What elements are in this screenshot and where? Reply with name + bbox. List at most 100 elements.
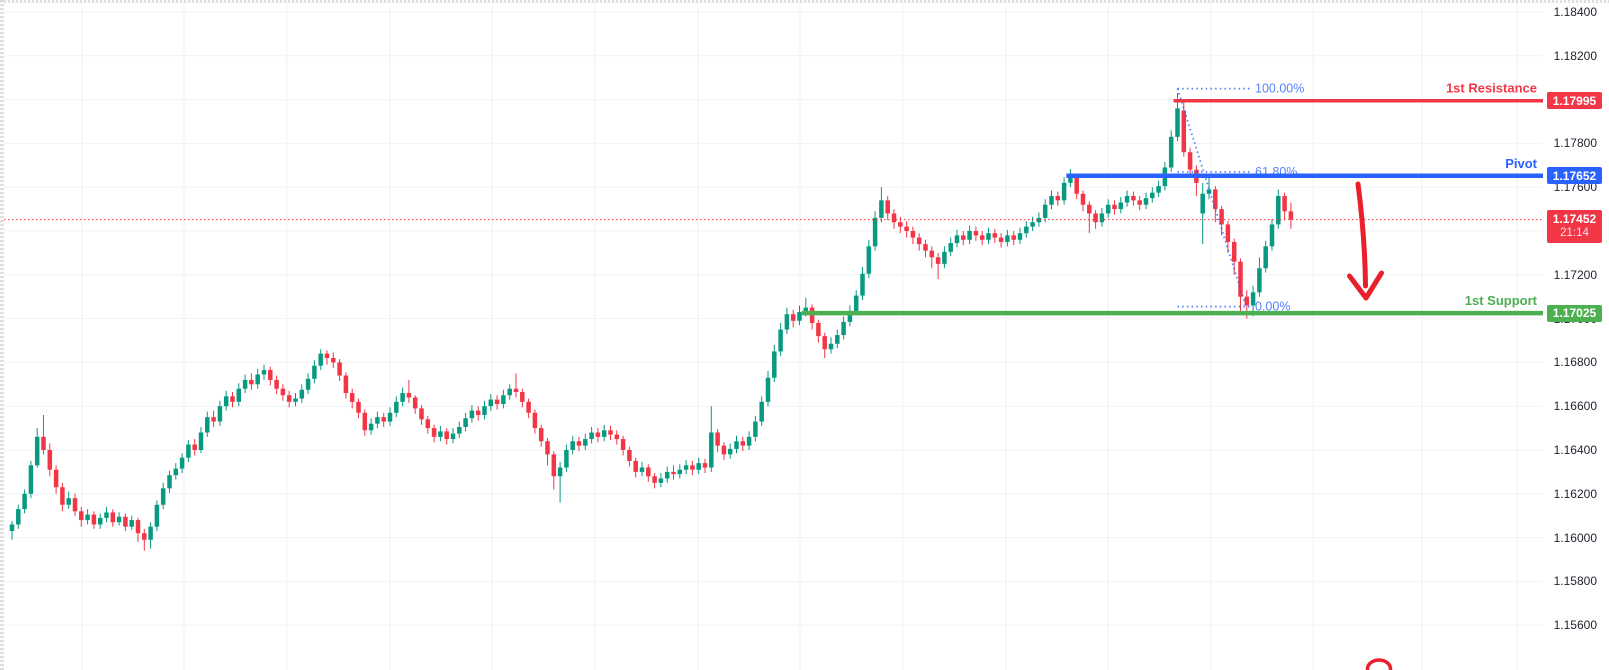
candle (419, 408, 424, 420)
candle (923, 244, 928, 251)
candle (709, 432, 714, 468)
candle (318, 353, 323, 366)
candle (583, 439, 588, 446)
candle (784, 314, 790, 330)
candle (431, 428, 437, 437)
candle (1225, 224, 1231, 242)
candle (28, 465, 34, 494)
candle (948, 243, 953, 252)
candle (702, 463, 708, 468)
candle (1288, 211, 1294, 220)
candle (564, 450, 569, 468)
candle (954, 235, 960, 244)
candle (1011, 235, 1016, 240)
candle (47, 450, 53, 470)
support-line-label: 1st Support (1465, 293, 1538, 308)
candle (1068, 176, 1073, 183)
candle (853, 295, 859, 311)
candle (551, 454, 557, 477)
candle (1250, 292, 1256, 306)
candle (1257, 268, 1262, 293)
candle (1124, 195, 1130, 203)
down-arrow-head[interactable] (1347, 270, 1384, 301)
candle (646, 467, 651, 477)
candle (274, 379, 279, 389)
candle (1017, 233, 1023, 240)
candle (866, 246, 872, 274)
candle (532, 412, 538, 429)
candle (280, 388, 286, 396)
candle (601, 430, 607, 437)
candle (1042, 204, 1048, 218)
candle (998, 237, 1004, 242)
candle (1105, 204, 1111, 214)
candle (1036, 217, 1042, 223)
candle (91, 514, 97, 525)
candle (1093, 213, 1098, 223)
candle (526, 401, 531, 413)
candle (406, 393, 412, 398)
candle (816, 322, 821, 337)
candle (387, 412, 393, 422)
candle (1005, 235, 1010, 242)
candle (1263, 246, 1268, 269)
candle (778, 329, 783, 352)
candle (898, 222, 903, 227)
candle (973, 231, 979, 236)
ellipse-annotation[interactable] (1365, 658, 1393, 670)
candle (1175, 108, 1180, 137)
candle (299, 389, 305, 399)
candle (753, 421, 758, 437)
candle (41, 436, 46, 450)
candle (570, 441, 575, 450)
candle (690, 465, 695, 470)
candle (658, 478, 664, 483)
candle (394, 401, 399, 413)
candle (154, 504, 160, 527)
candle (205, 417, 210, 433)
candle (967, 231, 972, 240)
candle (904, 226, 909, 231)
last-price-value: 1.17452 (1552, 212, 1597, 227)
candle (192, 444, 197, 450)
candle (123, 516, 128, 527)
candle (620, 439, 626, 450)
candle (790, 314, 796, 321)
down-arrow-shaft[interactable] (1355, 181, 1368, 289)
candle (671, 471, 676, 475)
candle (520, 391, 525, 402)
candle (356, 401, 361, 413)
candle (614, 434, 620, 440)
candle (872, 217, 878, 247)
candle (400, 393, 405, 402)
candle (1168, 136, 1174, 168)
fib-trendline[interactable] (1176, 88, 1247, 307)
candle (1143, 198, 1149, 205)
candle (942, 251, 947, 264)
candle (475, 410, 481, 415)
candle (879, 200, 884, 218)
candle (822, 336, 827, 350)
candle (488, 399, 494, 407)
candle (1055, 195, 1061, 201)
candle (9, 524, 15, 532)
candle (286, 395, 292, 402)
candle (803, 307, 809, 313)
candle (992, 233, 998, 238)
candle (740, 441, 746, 446)
support-price-badge: 1.17025 (1547, 304, 1602, 322)
candle (22, 493, 27, 510)
candle (349, 393, 355, 402)
candle (1118, 202, 1124, 210)
candle (236, 388, 242, 402)
price-tick-label: 1.17800 (1553, 136, 1597, 151)
candle (627, 450, 632, 461)
candle (1282, 195, 1287, 212)
pivot-line-label: Pivot (1505, 156, 1537, 171)
candle (72, 498, 78, 512)
candle (425, 419, 431, 429)
candle (715, 432, 720, 446)
candle (337, 362, 342, 376)
candle (324, 353, 330, 359)
